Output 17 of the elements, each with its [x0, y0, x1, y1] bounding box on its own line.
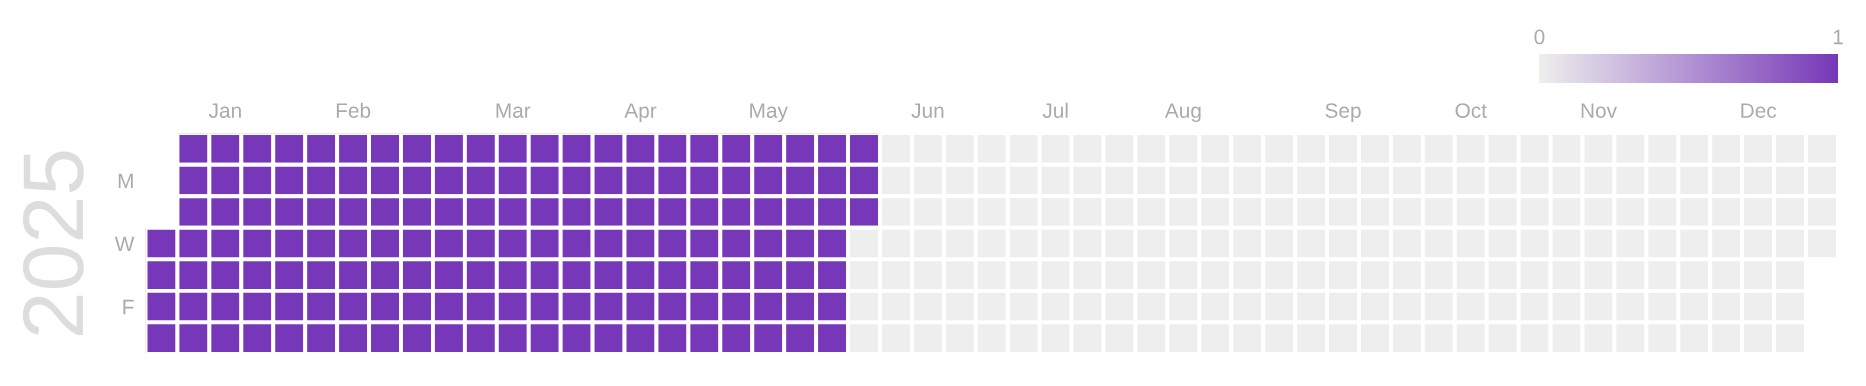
y-tick-label: F: [123, 299, 134, 315]
y-tick-label: W: [114, 236, 135, 252]
x-tick-label: Nov: [1581, 103, 1617, 118]
x-tick-label: Sep: [1325, 103, 1361, 123]
x-tick-label: Feb: [336, 102, 371, 118]
x-tick-label: Apr: [624, 103, 657, 123]
x-tick-label: Jan: [208, 103, 241, 118]
y-tick-label: M: [118, 173, 133, 189]
x-tick-label: Oct: [1455, 103, 1487, 118]
x-tick-label: Mar: [496, 103, 531, 118]
x-tick-label: May: [750, 103, 788, 123]
color-bar-label: 1: [1833, 29, 1843, 45]
x-tick-label: Jun: [911, 103, 944, 118]
color-bar-label: 0: [1534, 29, 1545, 45]
x-tick-label: Jul: [1042, 102, 1068, 118]
x-tick-label: Aug: [1164, 103, 1201, 123]
x-tick-label: Dec: [1741, 103, 1777, 118]
